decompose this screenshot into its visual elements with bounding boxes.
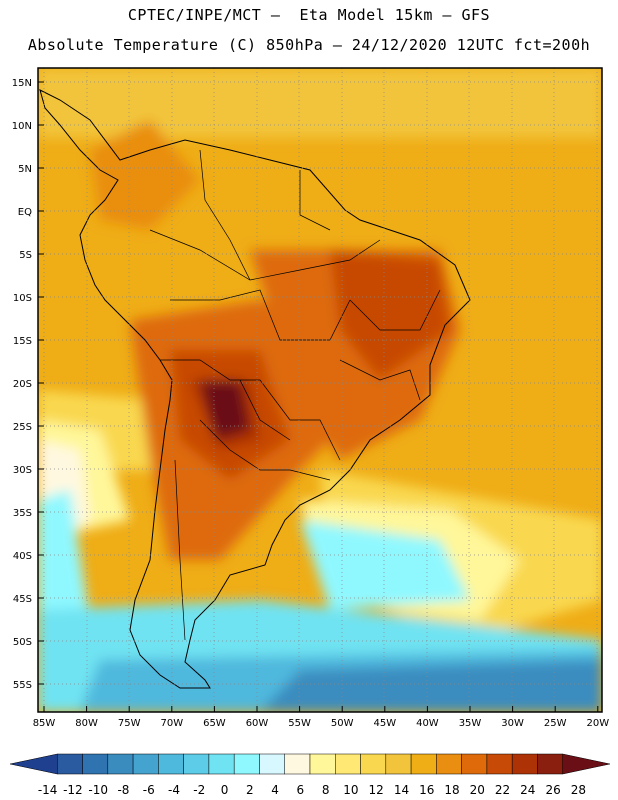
lon-label: 75W [118,718,141,729]
lat-label: 30S [13,465,32,476]
colorbar-swatch [335,753,361,775]
colorbar-label: -6 [143,783,155,797]
colorbar-label: 10 [343,783,358,797]
colorbar-swatch [309,753,336,775]
lat-label: EQ [18,207,32,218]
colorbar-label: 24 [520,783,535,797]
colorbar-swatch [537,753,563,775]
colorbar-label: -12 [63,783,83,797]
colorbar-swatch [410,753,437,775]
colorbar-swatch [158,753,184,775]
colorbar-label: 2 [246,783,254,797]
lat-label: 40S [13,551,32,562]
lon-label: 50W [331,718,354,729]
colorbar-swatch [82,753,109,775]
lat-label: 20S [13,379,32,390]
colorbar-swatch [486,753,513,775]
colorbar-swatch [360,753,387,775]
colorbar-swatch [107,753,134,775]
lat-label: 10N [12,121,32,132]
map-title: CPTEC/INPE/MCT – Eta Model 15km – GFS [127,6,491,24]
lat-label: 10S [13,293,32,304]
colorbar-label: 8 [322,783,330,797]
lon-label: 55W [288,718,311,729]
lat-label: 5S [19,250,32,261]
lon-label: 45W [373,718,396,729]
colorbar-label: 0 [221,783,229,797]
continent-outline [39,89,471,689]
colorbar-swatch [259,753,285,775]
lat-label: 15S [13,336,32,347]
colorbar-swatch [57,753,83,775]
colorbar-label: 16 [419,783,434,797]
lon-label: 70W [160,718,183,729]
colorbar-label: 18 [444,783,459,797]
lat-label: 50S [13,637,32,648]
map-frame [37,67,603,713]
lat-label: 15N [12,78,32,89]
lon-label: 40W [416,718,439,729]
colorbar-swatch [183,753,210,775]
colorbar-label: 6 [297,783,305,797]
colorbar-label: 20 [470,783,485,797]
colorbar-swatch [562,753,611,775]
map-subtitle: Absolute Temperature (C) 850hPa – 24/12/… [27,36,591,54]
colorbar-label: 14 [394,783,409,797]
colorbar-swatch [461,753,488,775]
lon-label: 85W [33,718,56,729]
colorbar-swatch [9,753,58,775]
lon-label: 65W [203,718,226,729]
colorbar-label: 28 [571,783,586,797]
temperature-field [38,68,602,712]
lat-label: 45S [13,594,32,605]
colorbar-label: -2 [193,783,205,797]
latitude-axis: 15N 10N 5N EQ 5S 10S 15S 20S 25S 30S 35S 40S 45S 50S 5… [12,78,44,691]
colorbar-label: 4 [271,783,279,797]
colorbar-swatch [233,753,260,775]
lon-label: 35W [459,718,482,729]
colorbar-swatch [385,753,412,775]
colorbar-label: -10 [88,783,108,797]
colorbar-label: -8 [117,783,129,797]
lat-label: 35S [13,508,32,519]
lon-label: 20W [586,718,609,729]
colorbar-label: -14 [38,783,58,797]
lon-label: 60W [246,718,269,729]
colorbar-swatch [284,753,311,775]
lon-label: 80W [75,718,98,729]
colorbar-swatch [436,753,462,775]
colorbar-swatch [511,753,538,775]
colorbar-label: 22 [495,783,510,797]
colorbar-label: 12 [369,783,384,797]
lat-label: 55S [13,680,32,691]
lat-label: 25S [13,422,32,433]
colorbar-label: -4 [168,783,180,797]
colorbar: -14 -12 -10 -8 -6 -4 -2 0 2 4 6 8 10 12 14 16 18 20 22 24 26… [9,753,611,797]
colorbar-swatch [208,753,235,775]
lon-label: 30W [501,718,524,729]
lat-label: 5N [18,164,32,175]
colorbar-swatch [132,753,159,775]
longitude-axis: 85W 80W 75W 70W 65W 60W 55W 50W 45W 40W 35W 30W 25W 2… [33,706,609,729]
colorbar-label: 26 [545,783,560,797]
lon-label: 25W [544,718,567,729]
